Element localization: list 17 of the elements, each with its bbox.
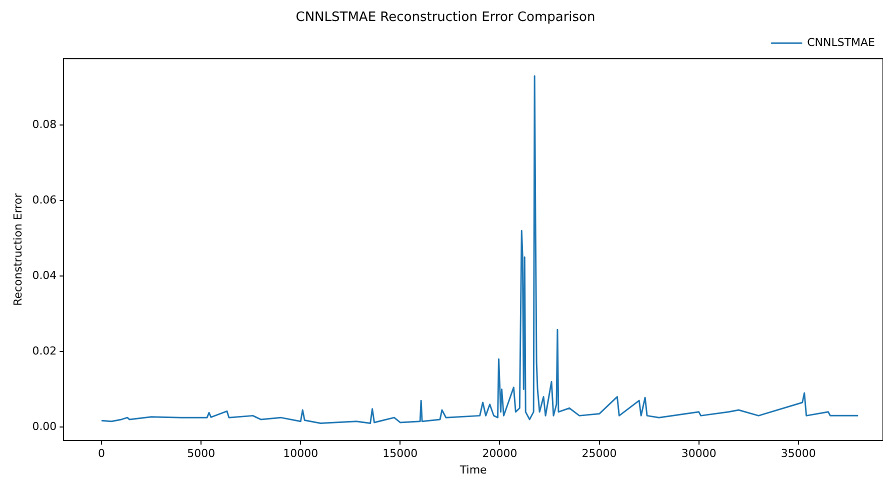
x-tick-label: 20000: [482, 447, 518, 460]
y-tick-label: 0.08: [32, 118, 57, 131]
x-tick-label: 35000: [780, 447, 816, 460]
x-tick-label: 5000: [187, 447, 216, 460]
x-tick-label: 0: [98, 447, 106, 460]
x-tick-label: 10000: [283, 447, 318, 460]
x-axis-title: Time: [458, 463, 488, 476]
y-tick-label: 0.00: [32, 420, 57, 433]
chart-title: CNNLSTMAE Reconstruction Error Comparison: [296, 10, 596, 26]
x-tick-label: 15000: [382, 447, 418, 460]
x-tick-label: 30000: [681, 447, 716, 460]
y-axis-title: Reconstruction Error: [11, 192, 24, 306]
y-tick-label: 0.02: [32, 344, 57, 358]
y-tick-label: 0.04: [32, 268, 57, 282]
x-tick-label: 25000: [582, 447, 617, 460]
y-tick-label: 0.06: [32, 193, 57, 206]
legend-label: CNNLSTMAE: [807, 36, 876, 49]
